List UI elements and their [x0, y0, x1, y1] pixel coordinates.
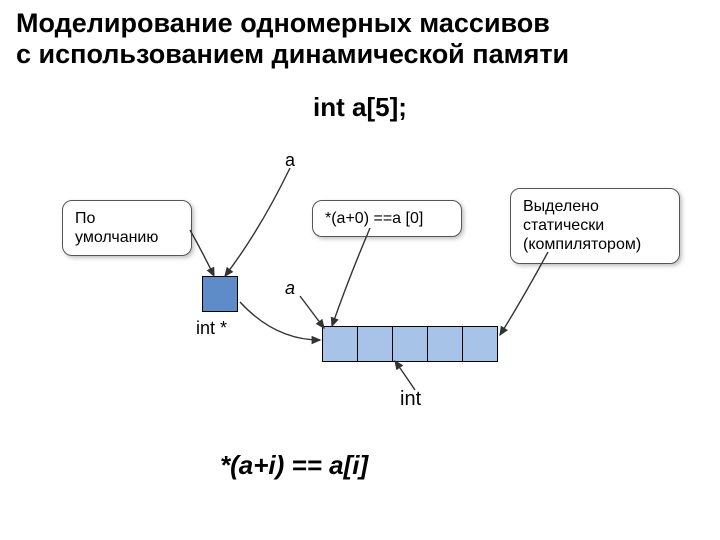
- callout-deref-text: *(a+0) ==a [0]: [325, 210, 423, 227]
- callout-deref: *(a+0) ==a [0]: [312, 200, 462, 237]
- label-int-star: int *: [196, 318, 227, 339]
- array-cell: [357, 326, 393, 362]
- array-cell: [392, 326, 428, 362]
- declaration-code: int a[5];: [0, 92, 720, 123]
- label-a-italic: a: [285, 278, 295, 299]
- callout-default: По умолчанию: [62, 200, 192, 256]
- callout-static: Выделено статически (компилятором): [510, 188, 680, 264]
- label-a-top: a: [285, 150, 295, 171]
- title-line2: с использованием динамической памяти: [16, 39, 569, 69]
- slide-title: Моделирование одномерных массивов с испо…: [0, 0, 720, 70]
- array-cell: [427, 326, 463, 362]
- callout-static-l1: Выделено: [523, 198, 599, 215]
- callout-static-l2: статически: [523, 217, 604, 234]
- formula-text: *(a+i) == a[i]: [220, 450, 368, 481]
- label-int: int: [400, 388, 421, 411]
- array-cell: [322, 326, 358, 362]
- callout-default-text: По умолчанию: [75, 210, 158, 246]
- array-cell: [462, 326, 498, 362]
- title-line1: Моделирование одномерных массивов: [16, 8, 550, 38]
- pointer-box: [202, 276, 238, 312]
- callout-static-l3: (компилятором): [523, 236, 641, 253]
- array-box: [322, 326, 498, 362]
